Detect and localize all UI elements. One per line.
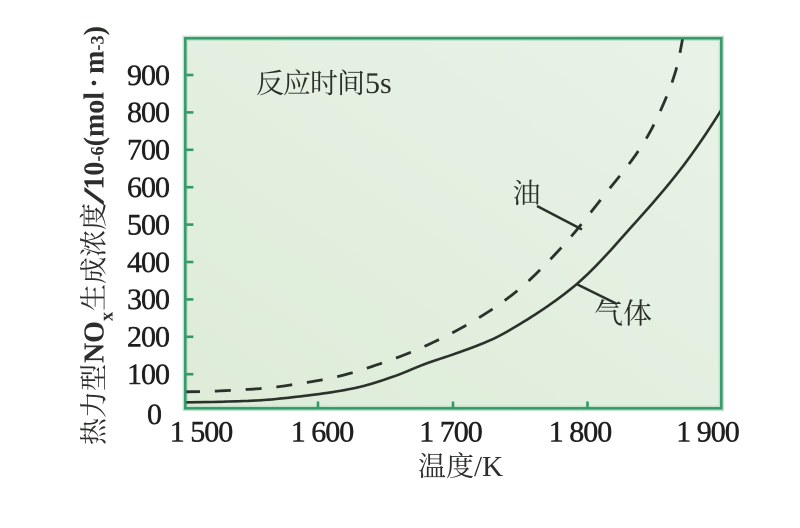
svg-text:700: 700 bbox=[127, 134, 169, 167]
svg-text:600: 600 bbox=[127, 171, 169, 204]
svg-text:400: 400 bbox=[127, 246, 169, 279]
svg-text:1 700: 1 700 bbox=[419, 416, 482, 449]
svg-text:100: 100 bbox=[127, 358, 169, 391]
svg-text:900: 900 bbox=[127, 59, 169, 92]
svg-text:0: 0 bbox=[147, 398, 161, 431]
svg-text:200: 200 bbox=[127, 321, 169, 354]
svg-text:1 500: 1 500 bbox=[170, 416, 233, 449]
svg-text:500: 500 bbox=[127, 208, 169, 241]
svg-text:800: 800 bbox=[127, 96, 169, 129]
svg-text:1 900: 1 900 bbox=[676, 416, 739, 449]
svg-text:1 800: 1 800 bbox=[549, 416, 612, 449]
svg-text:1 600: 1 600 bbox=[291, 416, 354, 449]
svg-text:300: 300 bbox=[127, 283, 169, 316]
